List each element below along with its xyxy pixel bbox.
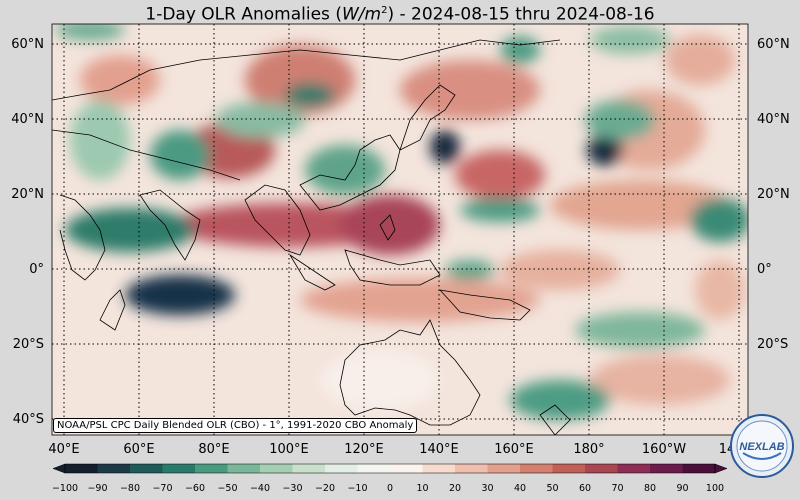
lat-label-60n-left: 60°N bbox=[11, 37, 44, 52]
lat-label-60n-right: 60°N bbox=[757, 37, 790, 52]
colorbar-tick-label: 90 bbox=[676, 483, 689, 494]
colorbar-tick-label: −50 bbox=[217, 483, 238, 494]
lat-label-0-right: 0° bbox=[757, 262, 772, 277]
colorbar-segment bbox=[455, 464, 488, 473]
lon-label-120e: 120°E bbox=[344, 442, 384, 457]
colorbar-tick-label: 40 bbox=[513, 483, 527, 494]
colorbar-tick-label: −80 bbox=[119, 483, 141, 494]
colorbar-segment bbox=[682, 464, 716, 473]
colorbar-segment bbox=[487, 464, 521, 473]
colorbar-arrow-low bbox=[52, 463, 66, 474]
lon-label-80e: 80°E bbox=[198, 442, 230, 457]
lat-label-40n-left: 40°N bbox=[11, 112, 44, 127]
colorbar-arrow-high bbox=[714, 463, 728, 474]
colorbar-segment bbox=[227, 464, 261, 473]
colorbar-tick-label: 70 bbox=[611, 483, 624, 494]
colorbar-tick-label: −10 bbox=[347, 483, 368, 494]
colorbar-segment bbox=[617, 464, 651, 473]
colorbar-segment bbox=[585, 464, 618, 473]
colorbar-segment bbox=[325, 464, 358, 473]
colorbar-tick-label: −40 bbox=[249, 483, 271, 494]
colorbar-tick-label: −100 bbox=[51, 483, 79, 494]
lat-label-40n-right: 40°N bbox=[757, 112, 790, 127]
lat-label-20n-left: 20°N bbox=[11, 187, 44, 202]
colorbar-segment bbox=[260, 464, 293, 473]
lon-label-60e: 60°E bbox=[123, 442, 155, 457]
colorbar-tick-label: 10 bbox=[416, 483, 429, 494]
lon-label-180: 180° bbox=[573, 442, 605, 457]
colorbar-segment bbox=[357, 464, 391, 473]
lat-label-20s-left: 20°S bbox=[12, 337, 44, 352]
colorbar-segment bbox=[552, 464, 586, 473]
colorbar-tick-label: −90 bbox=[87, 483, 108, 494]
colorbar-tick-label: 80 bbox=[643, 483, 657, 494]
colorbar-tick-label: −30 bbox=[282, 483, 303, 494]
colorbar-tick-label: 0 bbox=[386, 483, 394, 494]
colorbar-tick-label: −70 bbox=[152, 483, 173, 494]
nexlab-logo: NEXLAB bbox=[730, 414, 794, 478]
colorbar-segment bbox=[650, 464, 683, 473]
colorbar-tick-label: 50 bbox=[546, 483, 559, 494]
svg-text:NEXLAB: NEXLAB bbox=[739, 441, 784, 453]
colorbar-segment bbox=[162, 464, 196, 473]
colorbar-outline bbox=[64, 463, 716, 474]
lon-label-140e: 140°E bbox=[419, 442, 459, 457]
colorbar-segment bbox=[292, 464, 326, 473]
data-source-credit: NOAA/PSL CPC Daily Blended OLR (CBO) - 1… bbox=[53, 418, 418, 433]
lon-label-40e: 40°E bbox=[48, 442, 80, 457]
lat-label-20n-right: 20°N bbox=[757, 187, 790, 202]
colorbar-tick-label: 60 bbox=[578, 483, 592, 494]
lat-label-20s-right: 20°S bbox=[757, 337, 789, 352]
colorbar-segment bbox=[65, 464, 98, 473]
lon-label-160e: 160°E bbox=[494, 442, 534, 457]
colorbar-tick-label: 100 bbox=[705, 483, 725, 494]
colorbar-tick-label: 30 bbox=[481, 483, 494, 494]
lon-label-100e: 100°E bbox=[269, 442, 309, 457]
colorbar-segment bbox=[130, 464, 163, 473]
colorbar-segment bbox=[520, 464, 553, 473]
colorbar bbox=[52, 463, 728, 474]
lon-label-160w: 160°W bbox=[641, 442, 687, 457]
colorbar-segment bbox=[97, 464, 131, 473]
colorbar-segment bbox=[422, 464, 456, 473]
colorbar-tick-label: 20 bbox=[448, 483, 462, 494]
map-title: 1-Day OLR Anomalies (W/m2) - 2024-08-15 … bbox=[145, 4, 655, 25]
colorbar-tick-label: −20 bbox=[314, 483, 336, 494]
lat-label-40s-left: 40°S bbox=[12, 412, 44, 427]
lat-label-0-left: 0° bbox=[29, 262, 44, 277]
colorbar-segment bbox=[390, 464, 423, 473]
colorbar-tick-label: −60 bbox=[184, 483, 206, 494]
colorbar-segment bbox=[195, 464, 228, 473]
